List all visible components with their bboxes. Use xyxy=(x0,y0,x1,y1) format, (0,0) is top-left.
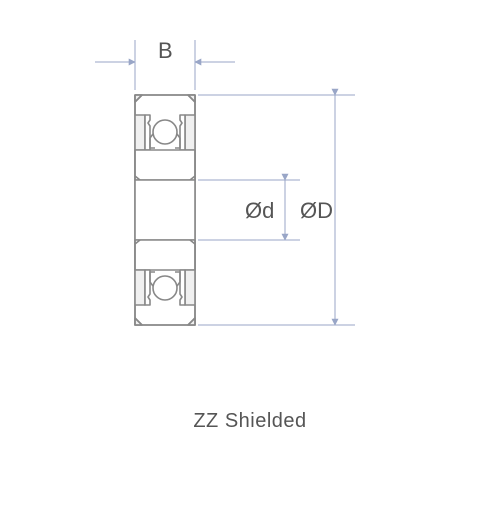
label-width: B xyxy=(158,38,173,63)
diagram-caption: ZZ Shielded xyxy=(0,410,500,433)
label-inner-diameter: Ød xyxy=(245,198,274,223)
dimension-lines xyxy=(95,40,355,325)
bearing-section xyxy=(135,95,195,325)
diagram-canvas: B Ød ØD ZZ Shielded xyxy=(0,0,500,500)
label-outer-diameter: ØD xyxy=(300,198,333,223)
